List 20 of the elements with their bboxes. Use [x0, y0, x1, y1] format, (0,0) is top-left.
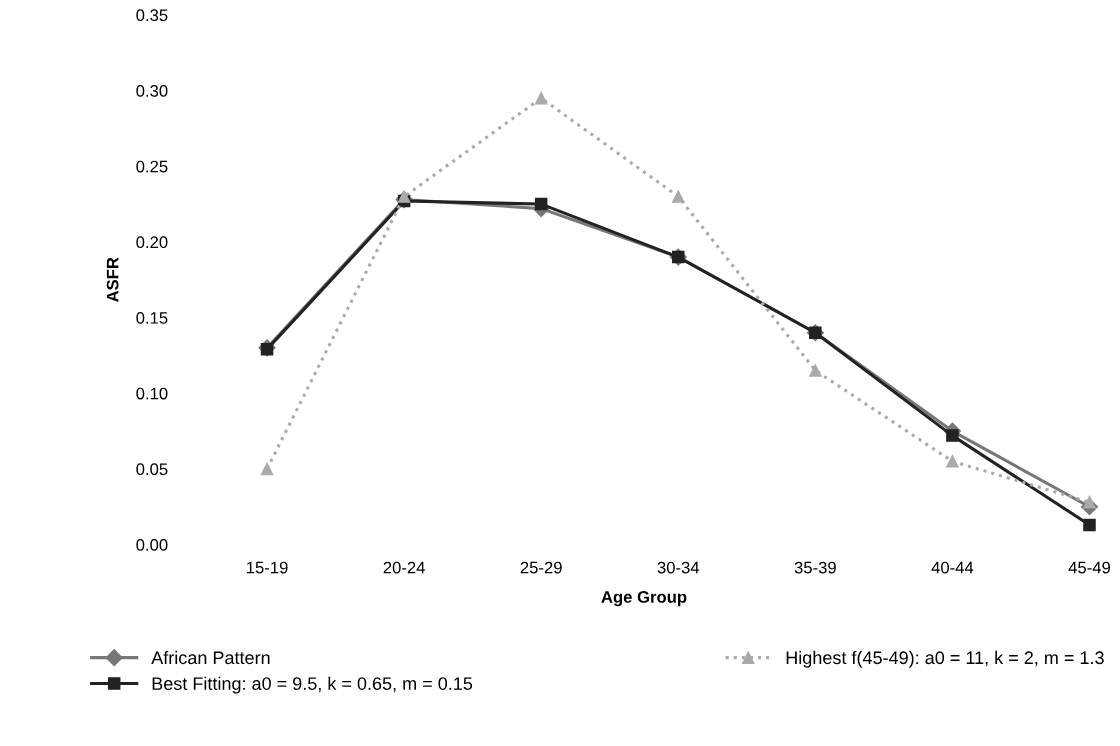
- y-tick-label: 0.05: [136, 463, 168, 476]
- y-tick-label: 0.20: [136, 236, 168, 249]
- x-axis-title: Age Group: [601, 591, 687, 607]
- x-tick-label: 30-34: [657, 561, 700, 574]
- y-tick-label: 0.25: [136, 160, 168, 173]
- y-tick-label: 0.10: [136, 387, 168, 400]
- x-tick-label: 25-29: [520, 561, 562, 574]
- y-axis-title: ASFR: [106, 257, 119, 303]
- y-tick-label: 0.35: [136, 9, 168, 22]
- legend-label: Highest f(45-49): a0 = 11, k = 2, m = 1.3: [786, 650, 1104, 668]
- x-tick-label: 15-19: [247, 561, 288, 574]
- y-tick-label: 0.15: [136, 311, 168, 324]
- x-tick-label: 20-24: [383, 561, 425, 574]
- legend-label: African Pattern: [151, 650, 270, 665]
- y-tick-label: 0.30: [136, 84, 168, 97]
- y-tick-label: 0.00: [136, 538, 168, 551]
- legend-label: Best Fitting: a0 = 9.5, k = 0.65, m = 0.15: [152, 676, 473, 694]
- x-tick-label: 40-44: [931, 561, 974, 574]
- x-tick-label: 35-39: [794, 561, 836, 574]
- x-tick-label: 45-49: [1068, 561, 1111, 574]
